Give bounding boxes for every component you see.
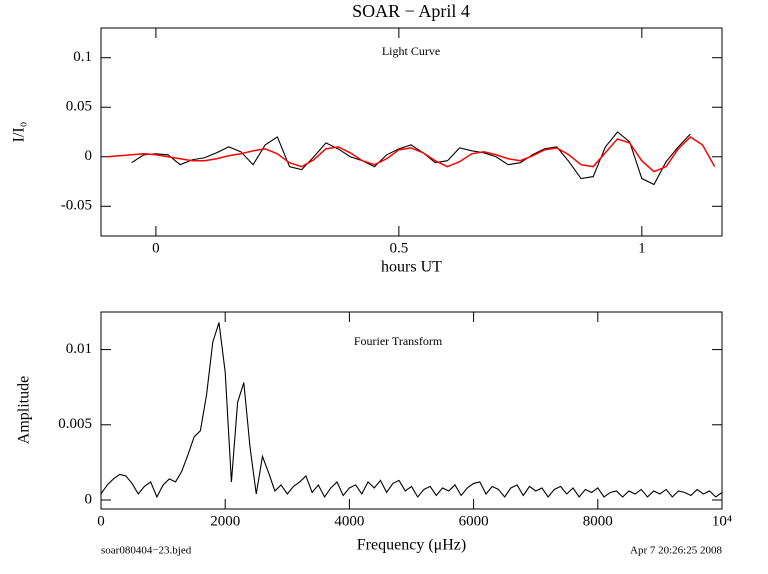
- annotation: Light Curve: [382, 44, 440, 58]
- x-tick-label: 0: [97, 513, 105, 529]
- page-title: SOAR − April 4: [352, 1, 470, 21]
- y-tick-label: 0.01: [66, 341, 92, 357]
- x-tick-label: 10⁴: [712, 513, 732, 529]
- footer-date: Apr 7 20:26:25 2008: [630, 545, 722, 557]
- x-tick-label: 2000: [210, 513, 240, 529]
- y-axis-label: I/I₀: [11, 122, 28, 143]
- x-axis-label: Frequency (μHz): [357, 537, 466, 554]
- y-tick-label: 0.05: [66, 99, 92, 115]
- data-line: [107, 135, 716, 173]
- data-line: [101, 322, 722, 499]
- annotation: Fourier Transform: [354, 334, 443, 348]
- plot-frame: [100, 311, 723, 510]
- x-tick-label: 4000: [334, 513, 364, 529]
- plot-frame: [100, 27, 723, 237]
- x-tick-label: 1: [638, 240, 646, 256]
- y-tick-label: 0.005: [58, 416, 92, 432]
- x-tick-label: 0: [152, 240, 160, 256]
- y-tick-label: 0: [85, 491, 93, 507]
- footer-file: soar080404−23.bjed: [101, 545, 192, 557]
- x-tick-label: 6000: [459, 513, 489, 529]
- x-axis-label: hours UT: [381, 259, 442, 276]
- x-tick-label: 0.5: [389, 240, 408, 256]
- y-tick-label: 0.1: [73, 49, 92, 65]
- data-line: [131, 131, 691, 186]
- y-tick-label: -0.05: [61, 198, 92, 214]
- y-axis-label: Amplitude: [16, 376, 33, 444]
- x-tick-label: 8000: [583, 513, 613, 529]
- y-tick-label: 0: [85, 148, 93, 164]
